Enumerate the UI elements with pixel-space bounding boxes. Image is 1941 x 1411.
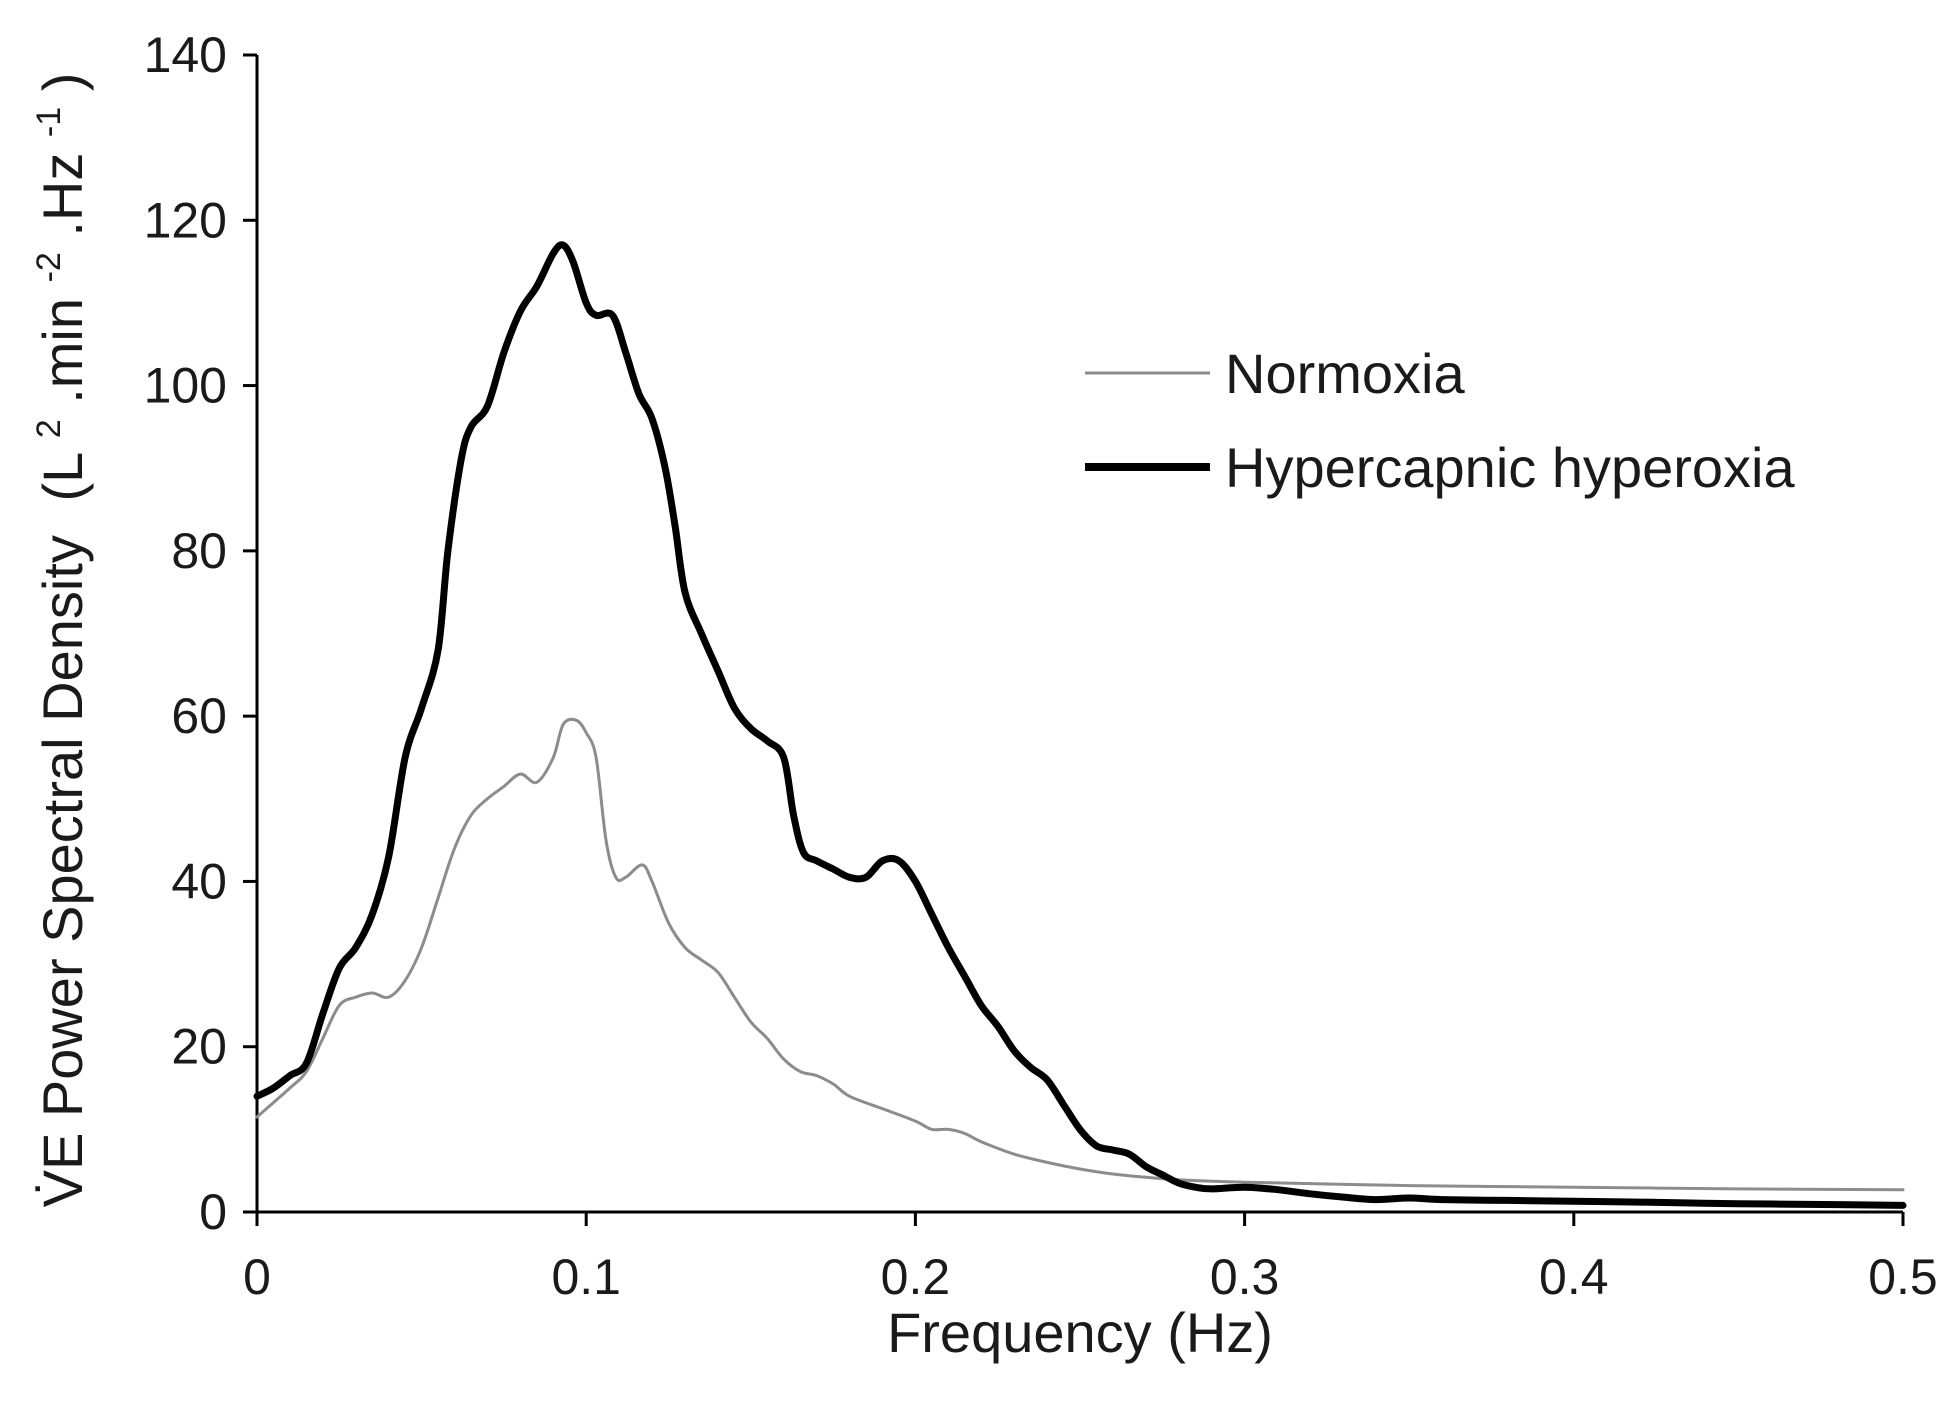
y-axis-title-units-mid-1: .min xyxy=(31,298,94,404)
y-axis-title-sup-1: 2 xyxy=(30,419,68,438)
plot-area: 0 20 40 60 80 100 120 140 0 0.1 0.2 0.3 0.4 0.5 xyxy=(144,27,1938,1305)
y-tick-label: 60 xyxy=(171,688,227,744)
y-axis-title-units-close: ) xyxy=(31,73,94,92)
y-tick-label: 140 xyxy=(144,27,227,83)
y-tick-label: 80 xyxy=(171,523,227,579)
x-tick-label: 0 xyxy=(243,1249,271,1305)
y-tick-label: 20 xyxy=(171,1019,227,1075)
legend-label-normoxia: Normoxia xyxy=(1225,342,1465,405)
y-tick-label: 120 xyxy=(144,192,227,248)
series-line-normoxia xyxy=(255,717,1905,1192)
x-axis-title: Frequency (Hz) xyxy=(887,1301,1273,1364)
y-axis-title-main: V̇E Power Spectral Density xyxy=(31,535,94,1207)
y-axis-title-units-open: (L xyxy=(31,453,94,502)
y-axis-title-units-mid-2: .Hz xyxy=(31,153,94,237)
y-axis-title-sup-2: -2 xyxy=(30,252,68,282)
x-tick-label: 0.3 xyxy=(1210,1249,1280,1305)
series-line-hypercapnic-hyperoxia xyxy=(253,241,1907,1209)
legend: Normoxia Hypercapnic hyperoxia xyxy=(1085,342,1795,499)
y-tick-label: 100 xyxy=(144,358,227,414)
y-ticks: 0 20 40 60 80 100 120 140 xyxy=(144,27,257,1240)
y-tick-label: 0 xyxy=(199,1184,227,1240)
x-ticks: 0 0.1 0.2 0.3 0.4 0.5 xyxy=(243,1212,1938,1305)
y-axis-title: V̇E Power Spectral Density (L 2 .min -2 … xyxy=(9,73,94,1208)
y-axis-title-sup-3: -1 xyxy=(30,107,68,137)
x-tick-label: 0.2 xyxy=(881,1249,951,1305)
series-layer xyxy=(253,241,1907,1209)
x-tick-label: 0.5 xyxy=(1868,1249,1938,1305)
x-tick-label: 0.1 xyxy=(551,1249,621,1305)
y-tick-label: 40 xyxy=(171,853,227,909)
x-tick-label: 0.4 xyxy=(1539,1249,1609,1305)
legend-label-hypercapnic-hyperoxia: Hypercapnic hyperoxia xyxy=(1225,436,1795,499)
